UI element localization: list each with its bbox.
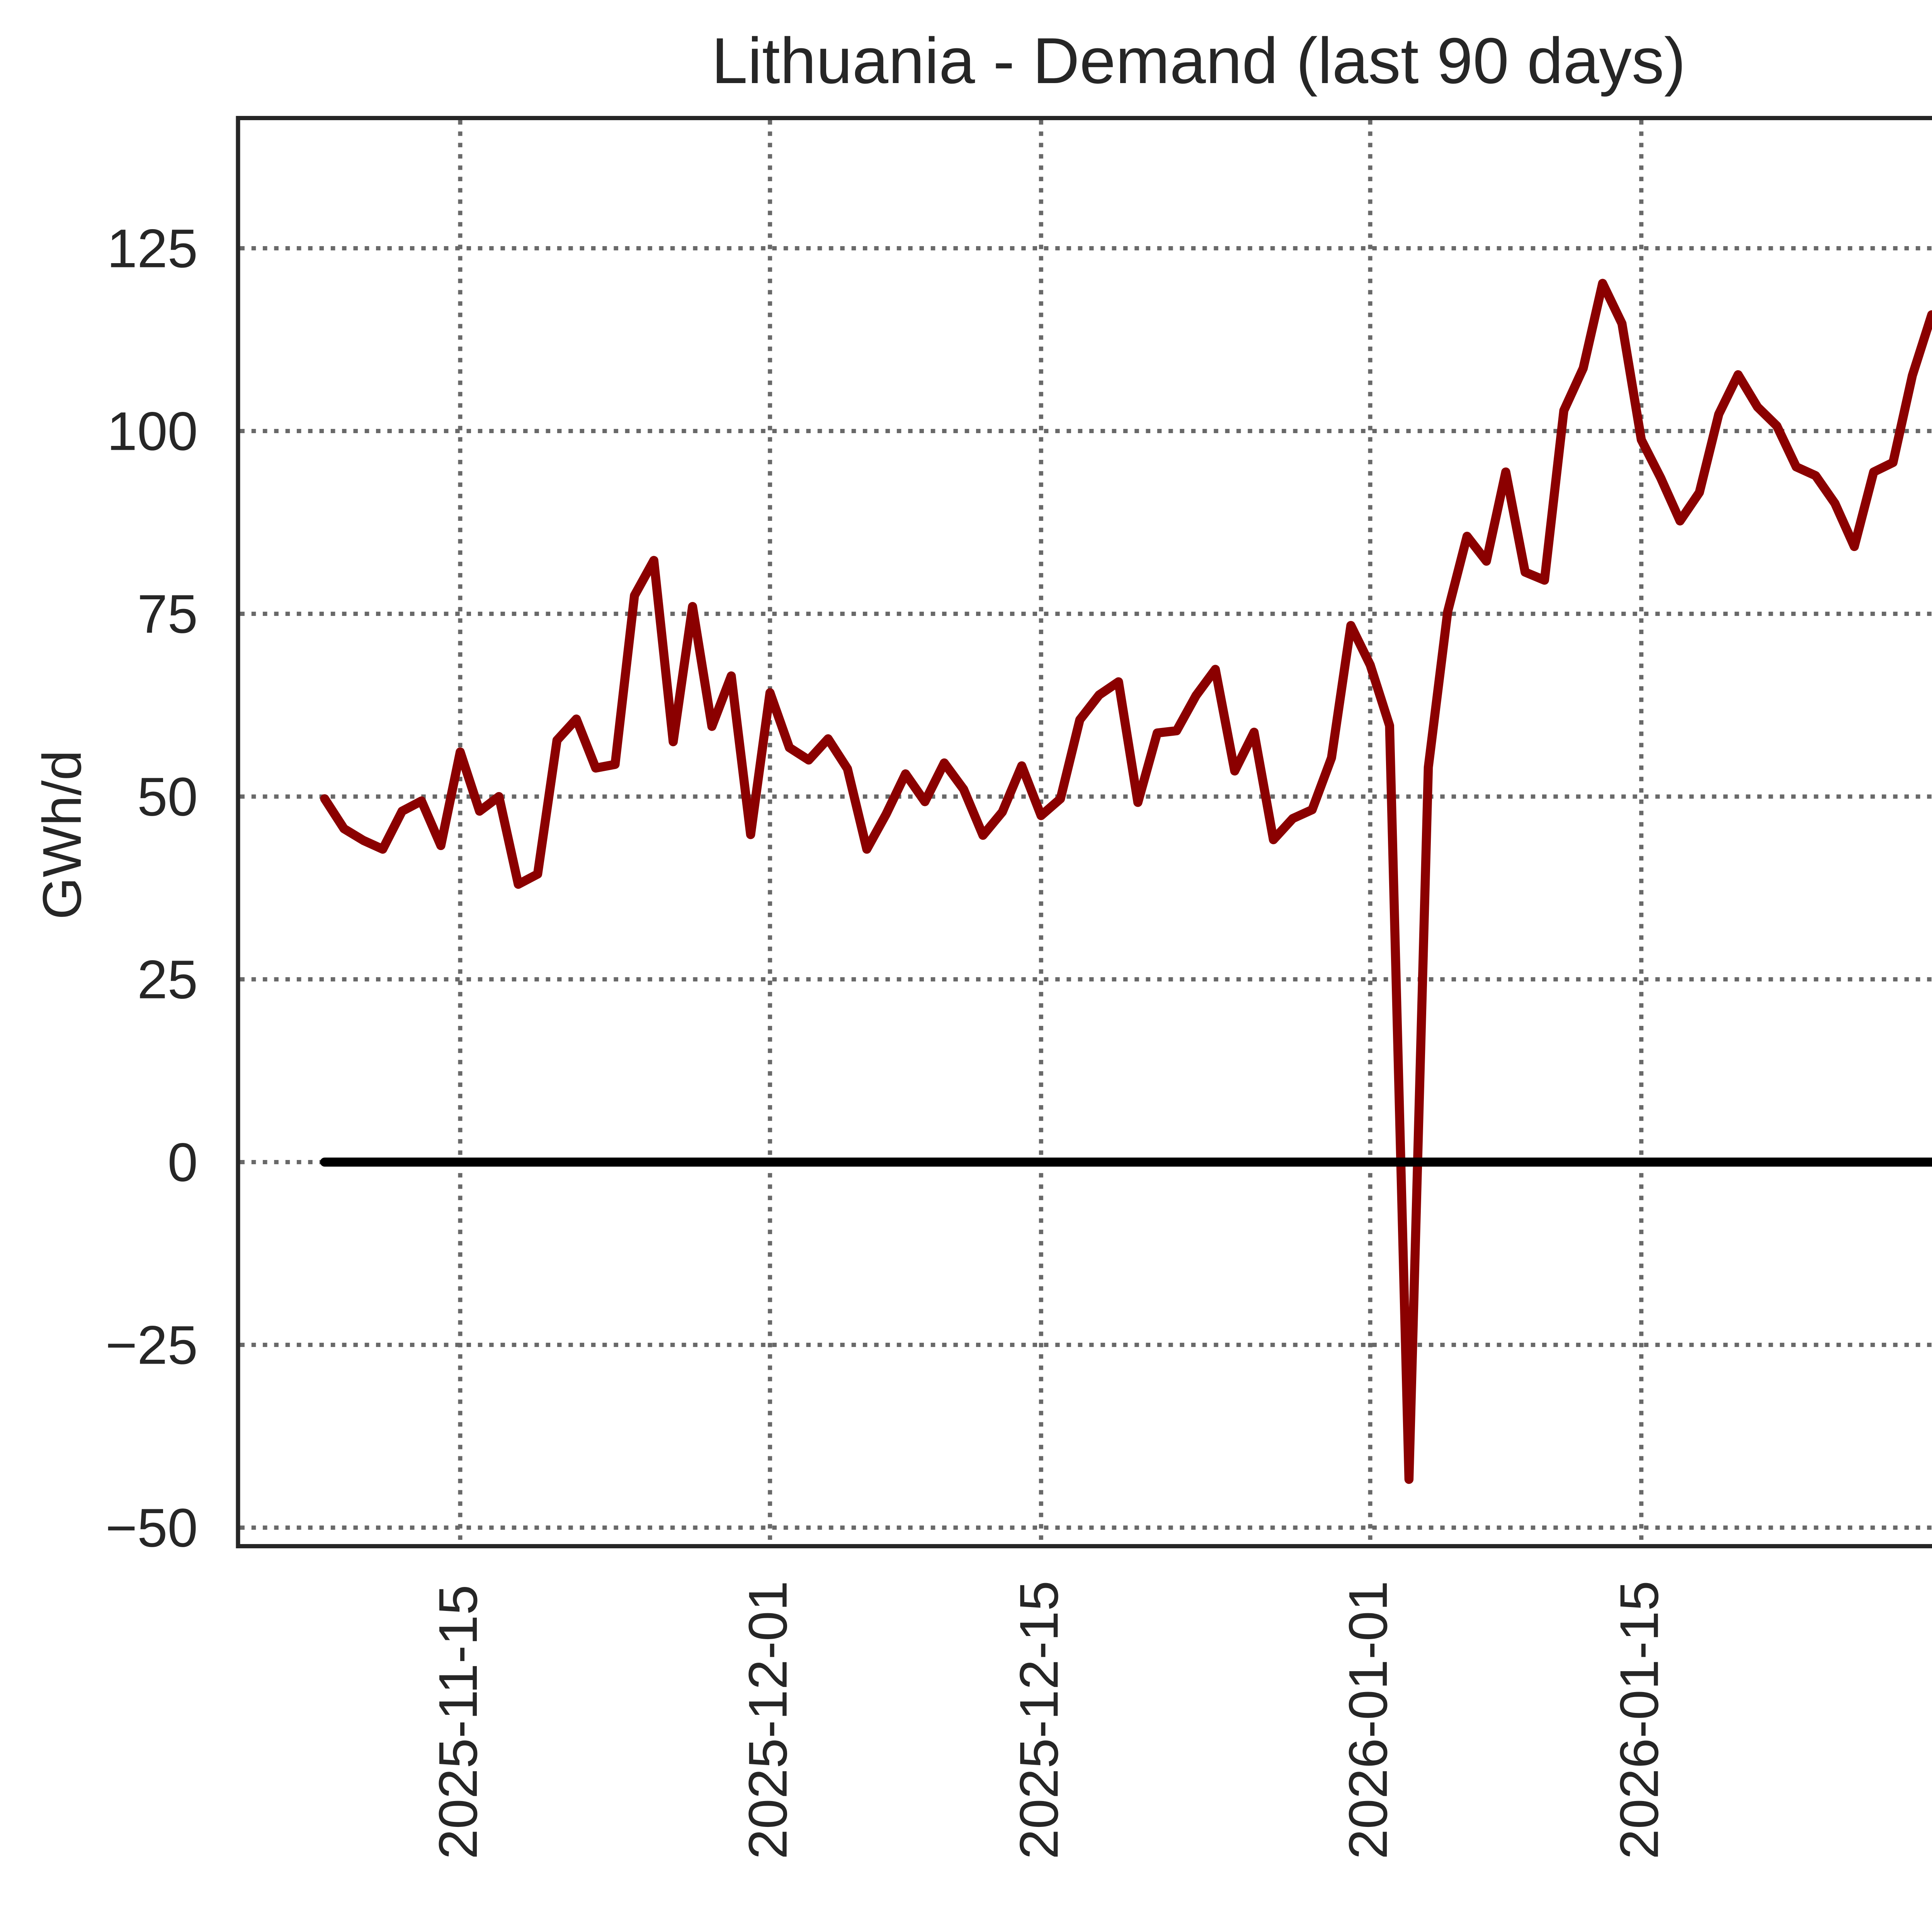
svg-text:2025-12-15: 2025-12-15 xyxy=(1008,1581,1069,1859)
svg-text:100: 100 xyxy=(107,401,198,462)
svg-text:2025-11-15: 2025-11-15 xyxy=(427,1585,488,1859)
svg-text:Lithuania - Demand (last 90 da: Lithuania - Demand (last 90 days) xyxy=(711,24,1685,97)
svg-text:25: 25 xyxy=(137,949,198,1010)
svg-text:50: 50 xyxy=(137,766,198,827)
svg-text:−50: −50 xyxy=(105,1497,198,1558)
svg-text:2025-12-01: 2025-12-01 xyxy=(737,1581,798,1859)
svg-text:2026-01-01: 2026-01-01 xyxy=(1337,1581,1398,1859)
svg-text:75: 75 xyxy=(137,583,198,645)
svg-text:−25: −25 xyxy=(105,1315,198,1376)
svg-text:2026-01-15: 2026-01-15 xyxy=(1609,1581,1670,1859)
svg-text:GWh/d: GWh/d xyxy=(31,750,92,920)
svg-text:125: 125 xyxy=(107,218,198,279)
svg-text:0: 0 xyxy=(168,1132,198,1193)
